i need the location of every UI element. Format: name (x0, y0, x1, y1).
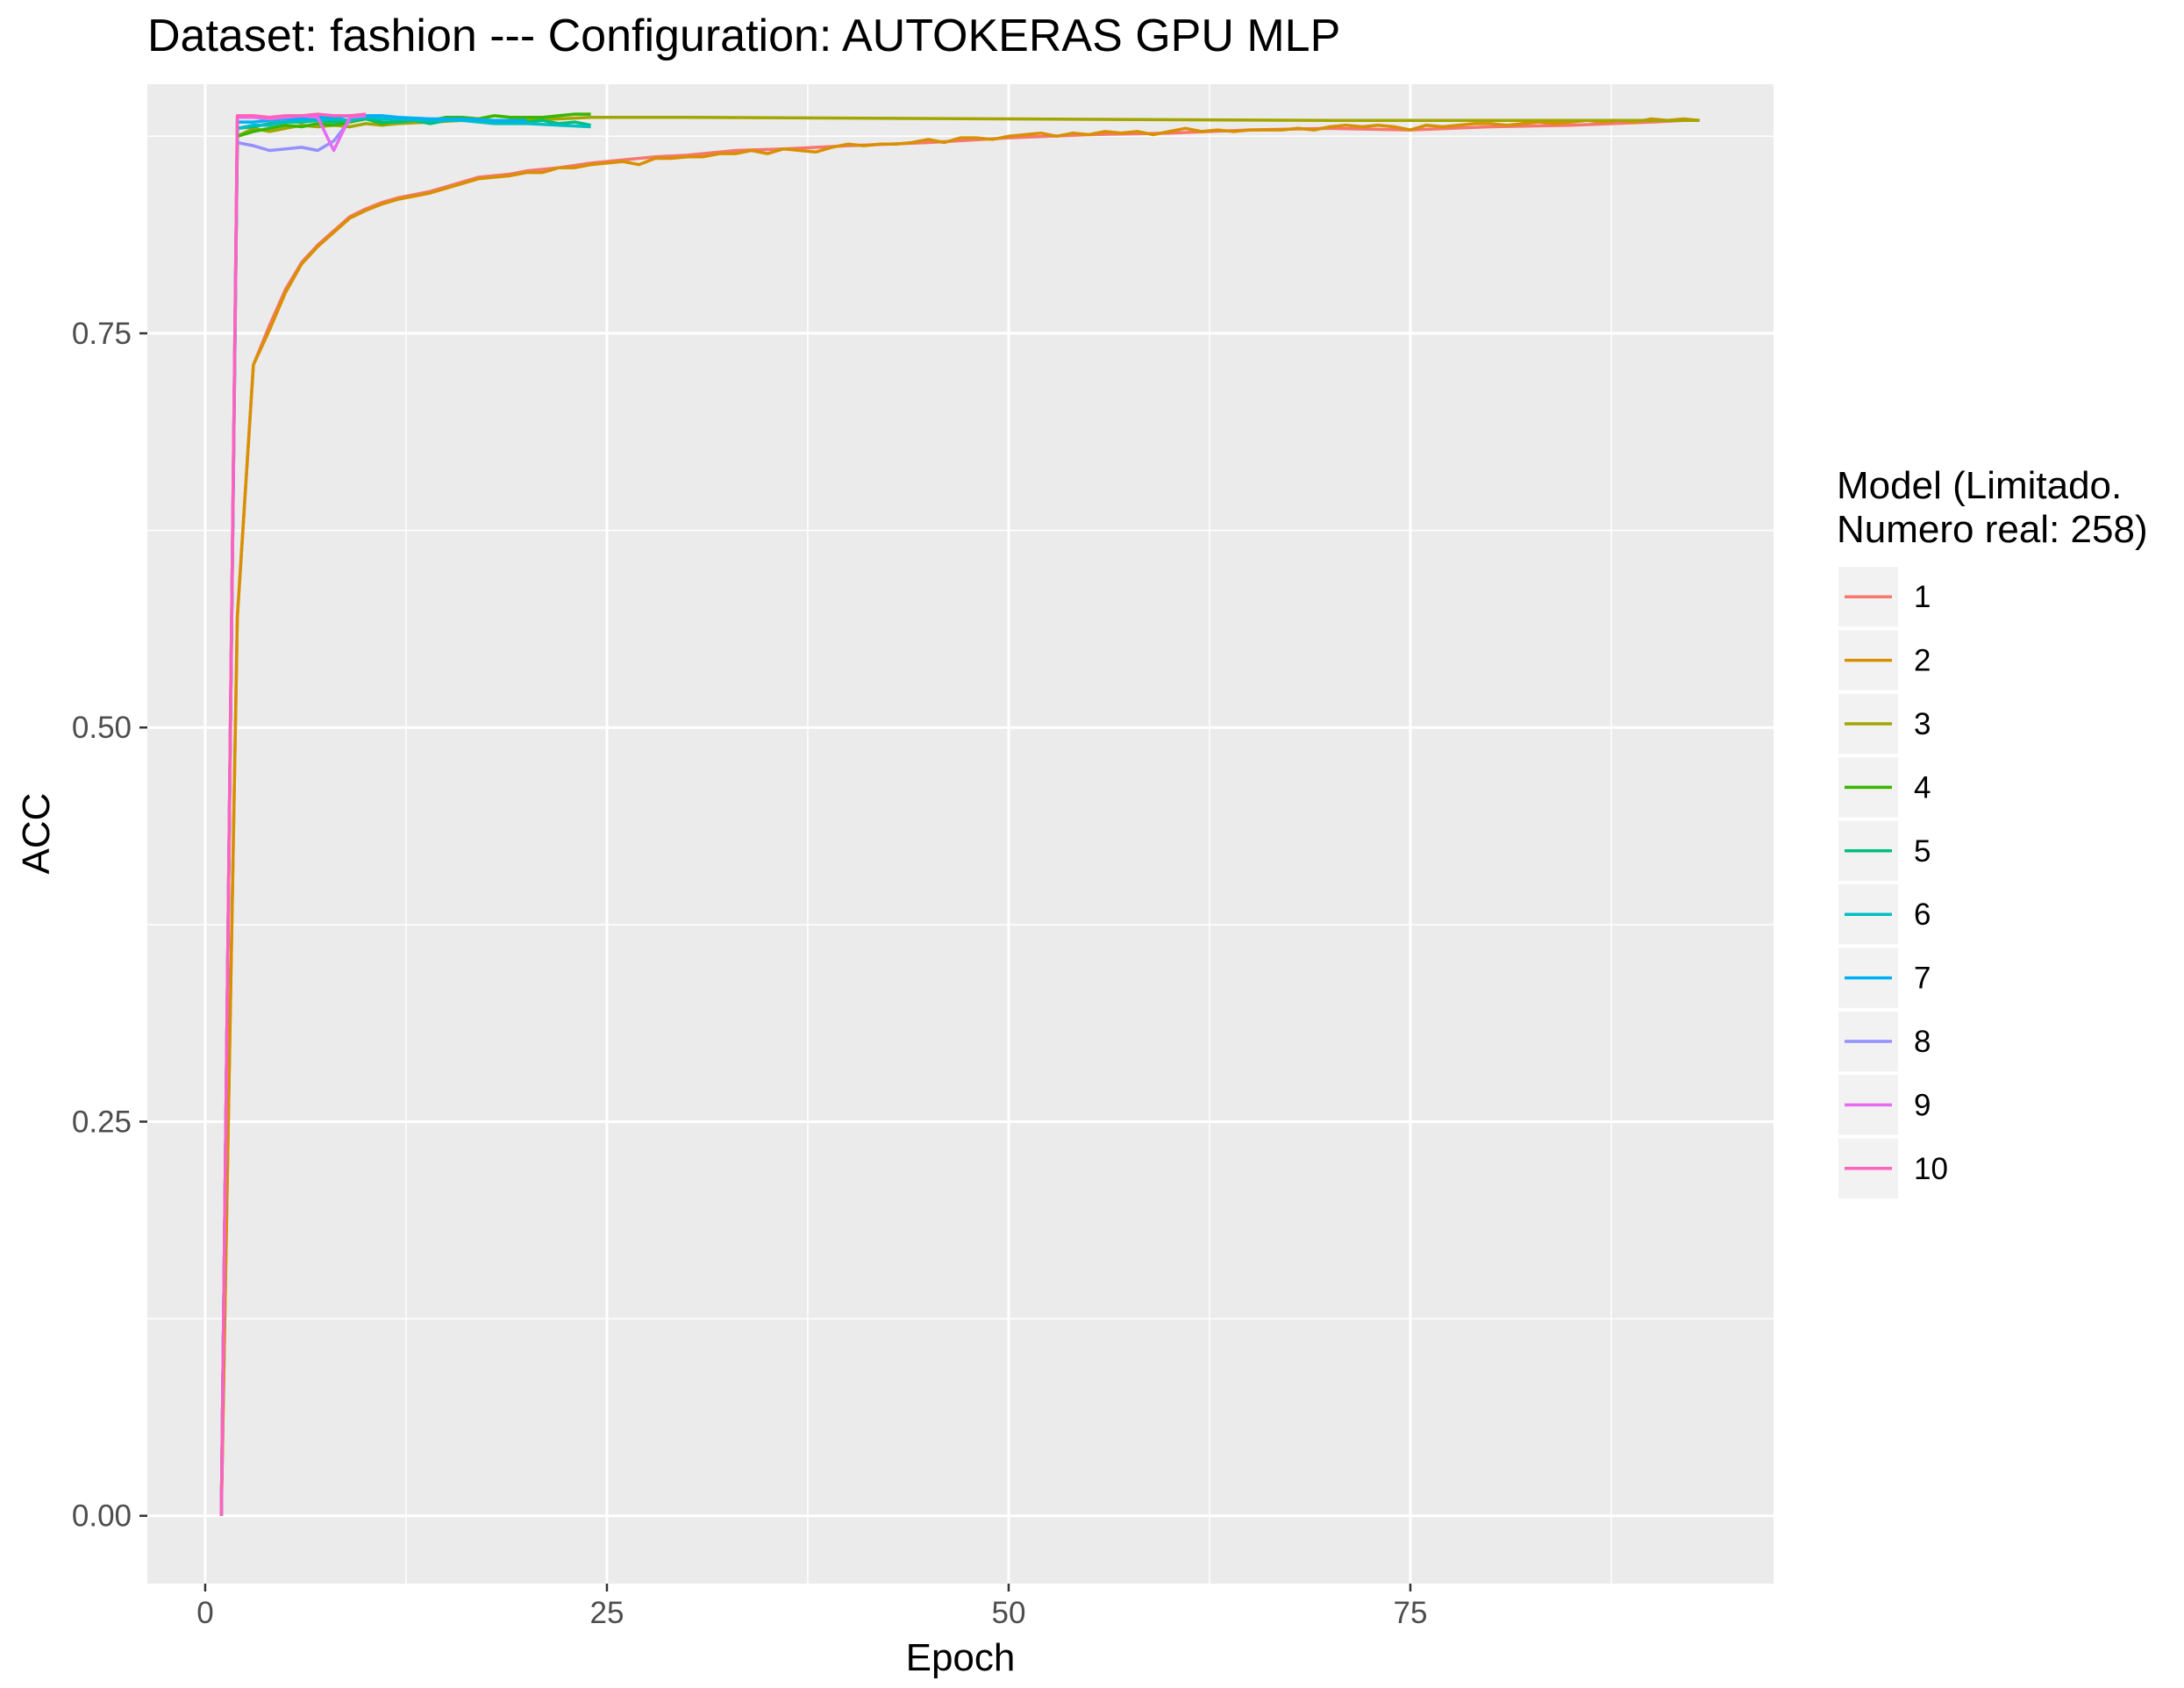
legend-item-2: 2 (1838, 630, 1931, 690)
x-tick-label: 50 (991, 1596, 1025, 1630)
legend-label: 10 (1914, 1152, 1948, 1186)
plot-panel (147, 84, 1774, 1584)
legend-label: 2 (1914, 644, 1931, 678)
legend-item-7: 7 (1838, 948, 1931, 1008)
major-gridlines (147, 84, 1774, 1584)
series-line-8 (219, 119, 352, 1516)
legend-label: 8 (1914, 1025, 1931, 1059)
legend-item-9: 9 (1838, 1075, 1931, 1135)
legend-item-4: 4 (1838, 757, 1931, 818)
y-tick-label: 0.00 (72, 1499, 132, 1534)
legend-label: 6 (1914, 898, 1931, 932)
x-tick-label: 0 (196, 1596, 213, 1630)
legend-label: 1 (1914, 580, 1931, 614)
legend-label: 5 (1914, 834, 1931, 869)
legend-label: 7 (1914, 962, 1931, 996)
x-axis: 0 25 50 75 (196, 1584, 1427, 1630)
legend-items: 1 2 3 4 5 6 7 8 9 10 (1838, 567, 1948, 1198)
y-tick-label: 0.75 (72, 317, 132, 351)
legend-item-3: 3 (1838, 693, 1931, 755)
legend-title-line-1: Model (Limitado. (1837, 464, 2122, 507)
y-axis-title: ACC (15, 793, 58, 875)
legend-item-8: 8 (1838, 1011, 1931, 1072)
legend-label: 3 (1914, 707, 1931, 741)
legend-label: 9 (1914, 1088, 1931, 1122)
series-line-3 (219, 115, 1700, 1516)
x-axis-title: Epoch (906, 1636, 1016, 1679)
y-tick-label: 0.25 (72, 1105, 132, 1139)
y-tick-label: 0.50 (72, 711, 132, 745)
legend-label: 4 (1914, 770, 1931, 805)
x-tick-label: 25 (589, 1596, 624, 1630)
legend-item-6: 6 (1838, 884, 1931, 945)
x-tick-label: 75 (1393, 1596, 1427, 1630)
legend-title: Model (Limitado. Numero real: 258) (1837, 464, 2148, 551)
series-line-10 (219, 112, 367, 1516)
y-axis: 0.00 0.25 0.50 0.75 (72, 317, 147, 1534)
legend: Model (Limitado. Numero real: 258) 1 2 3 4 5… (1837, 464, 2148, 1198)
legend-item-10: 10 (1838, 1138, 1948, 1198)
legend-item-1: 1 (1838, 567, 1931, 627)
series-line-2 (219, 117, 1700, 1516)
legend-item-5: 5 (1838, 820, 1931, 881)
chart-title: Dataset: fashion --- Configuration: AUTO… (147, 11, 1340, 61)
legend-title-line-2: Numero real: 258) (1837, 508, 2148, 551)
series-line-6 (219, 115, 591, 1516)
series-lines (219, 112, 1700, 1516)
